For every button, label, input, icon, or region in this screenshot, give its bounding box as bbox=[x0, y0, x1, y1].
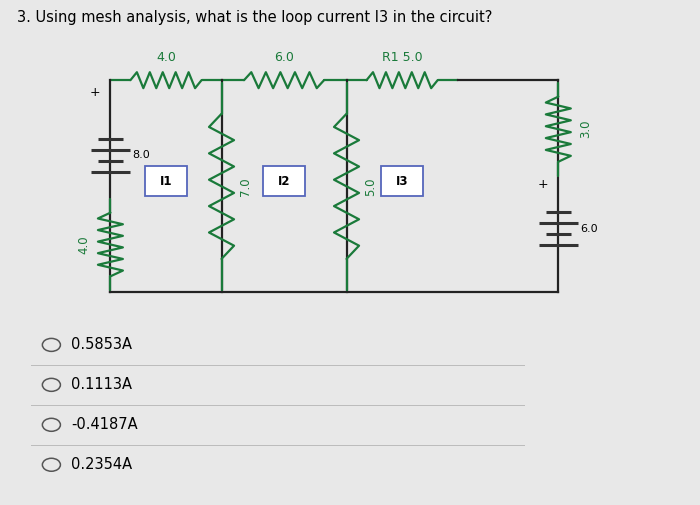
Text: I1: I1 bbox=[160, 175, 172, 188]
Text: 7.0: 7.0 bbox=[239, 177, 252, 195]
Text: 5.0: 5.0 bbox=[364, 177, 377, 195]
Text: I3: I3 bbox=[395, 175, 408, 188]
Text: +: + bbox=[90, 86, 101, 99]
Text: 0.2354A: 0.2354A bbox=[71, 457, 132, 472]
Text: I2: I2 bbox=[278, 175, 290, 188]
Text: 0.1113A: 0.1113A bbox=[71, 377, 132, 392]
Text: 4.0: 4.0 bbox=[78, 235, 90, 254]
Text: 0.5853A: 0.5853A bbox=[71, 337, 132, 352]
Text: 6.0: 6.0 bbox=[274, 51, 294, 64]
Text: 3. Using mesh analysis, what is the loop current I3 in the circuit?: 3. Using mesh analysis, what is the loop… bbox=[17, 10, 492, 25]
Text: 6.0: 6.0 bbox=[580, 224, 598, 234]
Text: 3.0: 3.0 bbox=[579, 120, 592, 138]
Text: 8.0: 8.0 bbox=[132, 150, 150, 160]
Text: 4.0: 4.0 bbox=[156, 51, 176, 64]
Text: R1 5.0: R1 5.0 bbox=[382, 51, 422, 64]
Text: -0.4187A: -0.4187A bbox=[71, 417, 137, 432]
FancyBboxPatch shape bbox=[382, 166, 423, 196]
FancyBboxPatch shape bbox=[263, 166, 305, 196]
FancyBboxPatch shape bbox=[145, 166, 187, 196]
Text: +: + bbox=[538, 178, 548, 191]
